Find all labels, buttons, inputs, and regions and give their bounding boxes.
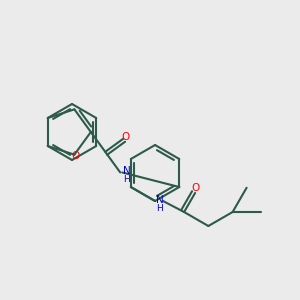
Text: O: O xyxy=(71,151,80,161)
Text: O: O xyxy=(121,132,129,142)
Text: N: N xyxy=(156,195,164,205)
Text: H: H xyxy=(123,175,130,184)
Text: H: H xyxy=(156,203,163,212)
Text: O: O xyxy=(191,183,199,193)
Text: N: N xyxy=(123,167,131,176)
